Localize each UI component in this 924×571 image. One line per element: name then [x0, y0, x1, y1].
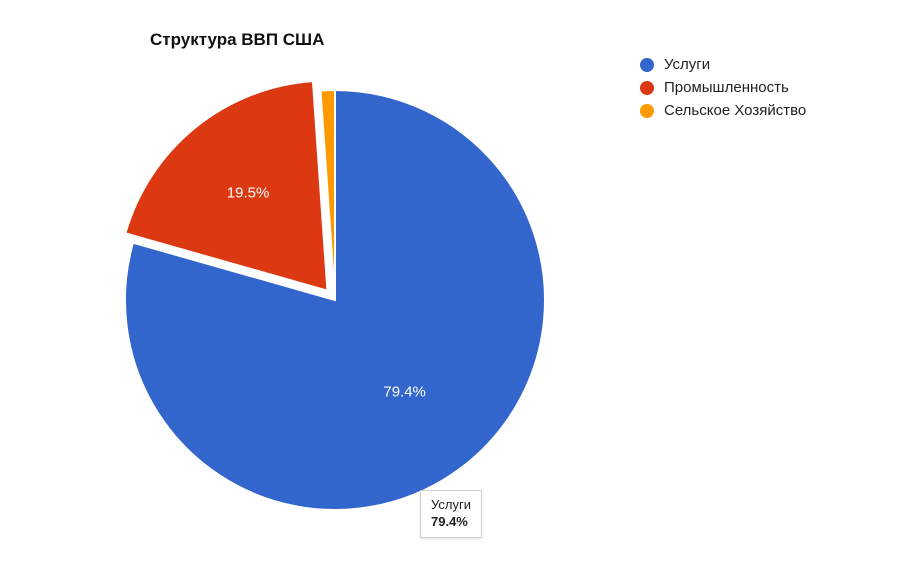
- legend: Услуги Промышленность Сельское Хозяйство: [640, 56, 806, 125]
- pie-chart: 79.4%19.5%: [95, 60, 575, 540]
- legend-item[interactable]: Услуги: [640, 56, 806, 73]
- legend-swatch: [640, 81, 654, 95]
- legend-swatch: [640, 104, 654, 118]
- legend-item[interactable]: Промышленность: [640, 79, 806, 96]
- legend-swatch: [640, 58, 654, 72]
- legend-label: Сельское Хозяйство: [664, 102, 806, 119]
- tooltip-value: 79.4%: [431, 514, 471, 531]
- tooltip-label: Услуги: [431, 497, 471, 514]
- legend-label: Промышленность: [664, 79, 789, 96]
- chart-title: Структура ВВП США: [150, 30, 324, 50]
- legend-item[interactable]: Сельское Хозяйство: [640, 102, 806, 119]
- pie-svg: [95, 60, 575, 540]
- legend-label: Услуги: [664, 56, 710, 73]
- tooltip: Услуги 79.4%: [420, 490, 482, 538]
